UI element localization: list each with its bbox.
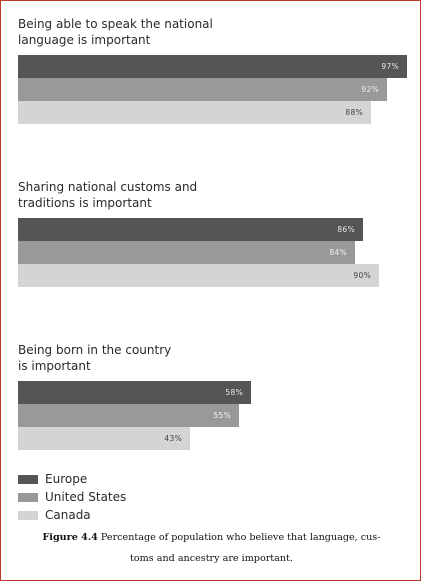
- bar-united-states-group-2: [18, 241, 355, 264]
- bar-label-europe-group-1: 97%: [381, 62, 399, 71]
- bar-label-united-states-group-2: 84%: [329, 248, 347, 257]
- legend-swatch-europe: [18, 475, 38, 484]
- bar-united-states-group-1: [18, 78, 387, 101]
- group-title-3-line-2: is important: [18, 359, 91, 373]
- bar-europe-group-1: [18, 55, 407, 78]
- group-title-2-line-2: traditions is important: [18, 196, 152, 210]
- bar-canada-group-1: [18, 101, 371, 124]
- legend-label-united-states: United States: [45, 490, 127, 504]
- group-title-3-line-1: Being born in the country: [18, 343, 172, 357]
- legend-swatch-united-states: [18, 493, 38, 502]
- group-title-1: Being able to speak the national language…: [18, 16, 398, 48]
- bar-label-united-states-group-1: 92%: [361, 85, 379, 94]
- bar-canada-group-3: [18, 427, 190, 450]
- bar-label-europe-group-2: 86%: [337, 225, 355, 234]
- bar-label-united-states-group-3: 55%: [213, 411, 231, 420]
- bar-canada-group-2: [18, 264, 379, 287]
- bar-label-canada-group-1: 88%: [345, 108, 363, 117]
- group-title-2: Sharing national customs and traditions i…: [18, 179, 398, 211]
- legend-label-europe: Europe: [45, 472, 88, 486]
- caption-text-line2: toms and ancestry are important.: [130, 553, 293, 564]
- legend-swatch-canada: [18, 511, 38, 520]
- bar-europe-group-2: [18, 218, 363, 241]
- bar-label-canada-group-2: 90%: [353, 271, 371, 280]
- group-title-3: Being born in the country is important: [18, 342, 398, 374]
- bar-label-europe-group-3: 58%: [225, 388, 243, 397]
- group-title-1-line-1: Being able to speak the national: [18, 17, 213, 31]
- group-title-2-line-1: Sharing national customs and: [18, 180, 198, 194]
- figure-caption: Figure 4.4 Percentage of population who …: [21, 527, 402, 569]
- caption-text: Percentage of population who believe tha…: [100, 532, 381, 543]
- bar-europe-group-3: [18, 381, 251, 404]
- figure-label: Figure 4.4: [42, 532, 98, 543]
- legend-label-canada: Canada: [45, 508, 91, 522]
- bar-united-states-group-3: [18, 404, 239, 427]
- group-title-1-line-2: language is important: [18, 33, 151, 47]
- bar-label-canada-group-3: 43%: [164, 434, 182, 443]
